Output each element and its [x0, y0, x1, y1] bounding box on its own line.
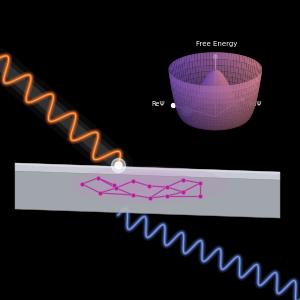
Ellipse shape [118, 178, 178, 192]
Ellipse shape [68, 166, 228, 204]
Ellipse shape [93, 172, 203, 198]
Polygon shape [15, 163, 280, 174]
Polygon shape [15, 171, 280, 218]
Polygon shape [15, 163, 280, 180]
